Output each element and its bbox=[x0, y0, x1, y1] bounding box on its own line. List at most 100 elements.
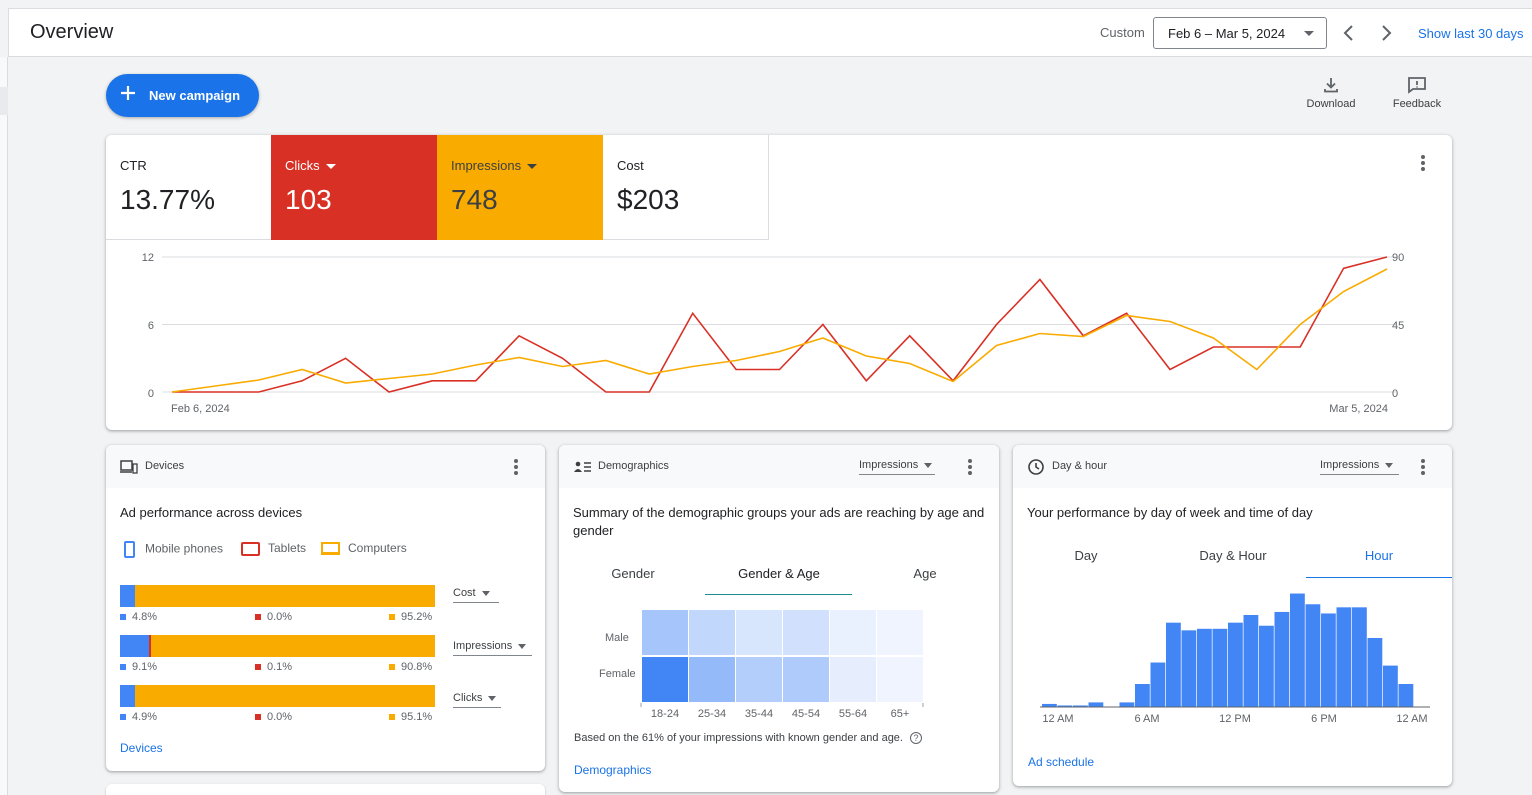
more-options-icon[interactable] bbox=[1421, 155, 1425, 173]
feedback-button[interactable]: Feedback bbox=[1386, 76, 1448, 110]
card-header: Devices bbox=[106, 445, 545, 488]
computer-pct: 95.1% bbox=[389, 711, 432, 723]
more-options-icon[interactable] bbox=[1421, 459, 1425, 477]
heatmap-cell bbox=[736, 657, 782, 702]
hour-bar bbox=[1383, 665, 1398, 707]
hour-bar bbox=[1119, 702, 1135, 707]
date-range-select[interactable]: Feb 6 – Mar 5, 2024 bbox=[1153, 17, 1327, 49]
y-left-tick: 12 bbox=[142, 252, 154, 264]
device-metric-select-impressions[interactable]: Impressions bbox=[453, 640, 532, 656]
mobile-segment bbox=[120, 685, 136, 707]
demographics-icon bbox=[574, 461, 591, 472]
caret-down-icon bbox=[325, 164, 336, 170]
heatmap-cell bbox=[642, 610, 688, 655]
download-button[interactable]: Download bbox=[1300, 76, 1362, 110]
hour-bar bbox=[1057, 705, 1073, 707]
heatmap-cell bbox=[877, 657, 923, 702]
tab-gender-age[interactable]: Gender & Age bbox=[738, 566, 820, 581]
devices-link[interactable]: Devices bbox=[120, 741, 163, 755]
metric-impressions[interactable]: Impressions 748 bbox=[437, 135, 603, 240]
demographics-metric-select[interactable]: Impressions bbox=[859, 459, 935, 475]
heatmap-cell bbox=[830, 610, 876, 655]
chevron-left-icon[interactable] bbox=[1339, 23, 1359, 43]
heatmap-cell bbox=[736, 610, 782, 655]
y-left-tick: 0 bbox=[148, 388, 154, 400]
metric-value: 13.77% bbox=[120, 184, 215, 215]
tablet-segment bbox=[148, 635, 151, 657]
mobile-segment bbox=[120, 635, 149, 657]
tab-day[interactable]: Day bbox=[1074, 548, 1098, 563]
age-axis: 18-24 25-34 35-44 45-54 55-64 65+ bbox=[640, 703, 924, 719]
hour-bar bbox=[1259, 625, 1274, 707]
legend-tablet: Tablets bbox=[241, 541, 306, 556]
card-header: Demographics Impressions bbox=[559, 445, 999, 488]
tab-hour[interactable]: Hour bbox=[1364, 548, 1394, 563]
card-title: Day & hour bbox=[1052, 460, 1108, 472]
more-options-icon[interactable] bbox=[514, 459, 518, 477]
computer-icon bbox=[321, 542, 340, 556]
mobile-phone-icon bbox=[124, 541, 135, 558]
overview-card: CTR 13.77% Clicks 103 Impressions 748 Co… bbox=[106, 135, 1452, 430]
page-title: Overview bbox=[30, 21, 114, 43]
metric-clicks[interactable]: Clicks 103 bbox=[271, 135, 437, 240]
card-title: Demographics bbox=[598, 460, 669, 472]
tab-day-hour[interactable]: Day & Hour bbox=[1199, 548, 1267, 563]
heatmap-cell bbox=[830, 657, 876, 702]
hour-bar bbox=[1135, 684, 1150, 707]
show-last-30-days-link[interactable]: Show last 30 days bbox=[1418, 26, 1524, 41]
performance-line-chart: 0 6 12 0 45 90 Feb 6, 2024 Mar 5, 2024 bbox=[142, 252, 1405, 415]
left-rail bbox=[0, 57, 8, 795]
new-campaign-button[interactable]: New campaign bbox=[106, 74, 259, 117]
y-right-tick: 45 bbox=[1392, 320, 1404, 332]
x-tick-label: 6 PM bbox=[1311, 713, 1337, 725]
device-bar-impressions bbox=[120, 635, 435, 657]
metric-value: 103 bbox=[285, 184, 332, 215]
metric-cost[interactable]: Cost $203 bbox=[603, 135, 769, 240]
hour-bar bbox=[1088, 702, 1104, 707]
feedback-icon bbox=[1408, 77, 1426, 94]
devices-icon bbox=[120, 460, 138, 474]
tablet-pct: 0.0% bbox=[255, 611, 292, 623]
device-metric-select-clicks[interactable]: Clicks bbox=[453, 692, 501, 708]
hour-bar bbox=[1243, 615, 1259, 707]
caret-down-icon bbox=[527, 164, 538, 170]
day-hour-card: Day & hour Impressions Your performance … bbox=[1013, 445, 1452, 786]
hour-bar bbox=[1073, 705, 1088, 707]
devices-card: Devices Ad performance across devices Mo… bbox=[106, 445, 545, 771]
metric-ctr[interactable]: CTR 13.77% bbox=[106, 135, 272, 240]
computer-pct: 90.8% bbox=[389, 661, 432, 673]
demographics-card: Demographics Impressions Summary of the … bbox=[559, 445, 999, 792]
ad-schedule-link[interactable]: Ad schedule bbox=[1028, 755, 1095, 769]
hour-bar bbox=[1150, 662, 1166, 707]
x-end-label: Mar 5, 2024 bbox=[1329, 403, 1388, 415]
tab-age[interactable]: Age bbox=[913, 566, 937, 581]
age-label: 45-54 bbox=[792, 708, 820, 719]
device-bar-cost bbox=[120, 585, 435, 607]
metric-label: Clicks bbox=[285, 158, 320, 173]
row-label-female: Female bbox=[599, 668, 636, 680]
hour-bar bbox=[1352, 607, 1367, 707]
mobile-pct: 9.1% bbox=[120, 661, 157, 673]
hour-bar bbox=[1290, 593, 1305, 707]
device-metric-select-cost[interactable]: Cost bbox=[453, 587, 499, 603]
heatmap-cell bbox=[783, 610, 829, 655]
row-label-male: Male bbox=[605, 632, 629, 644]
hour-bar bbox=[1305, 604, 1321, 707]
metric-label: CTR bbox=[120, 158, 147, 173]
hour-bar bbox=[1398, 684, 1414, 707]
y-right-tick: 90 bbox=[1392, 252, 1404, 264]
heatmap-cell bbox=[689, 657, 735, 702]
heatmap-cell bbox=[877, 610, 923, 655]
chevron-right-icon[interactable] bbox=[1376, 23, 1396, 43]
more-options-icon[interactable] bbox=[968, 459, 972, 477]
help-icon[interactable]: ? bbox=[910, 732, 923, 744]
tab-gender[interactable]: Gender bbox=[611, 566, 655, 581]
x-tick-label: 6 AM bbox=[1134, 713, 1159, 725]
heatmap-cell bbox=[642, 657, 688, 702]
demographics-link[interactable]: Demographics bbox=[574, 763, 652, 777]
demographics-footnote: Based on the 61% of your impressions wit… bbox=[574, 732, 923, 744]
day-hour-metric-select[interactable]: Impressions bbox=[1320, 459, 1399, 475]
x-tick-label: 12 AM bbox=[1042, 713, 1073, 725]
mobile-segment bbox=[120, 585, 136, 607]
x-start-label: Feb 6, 2024 bbox=[171, 403, 230, 415]
